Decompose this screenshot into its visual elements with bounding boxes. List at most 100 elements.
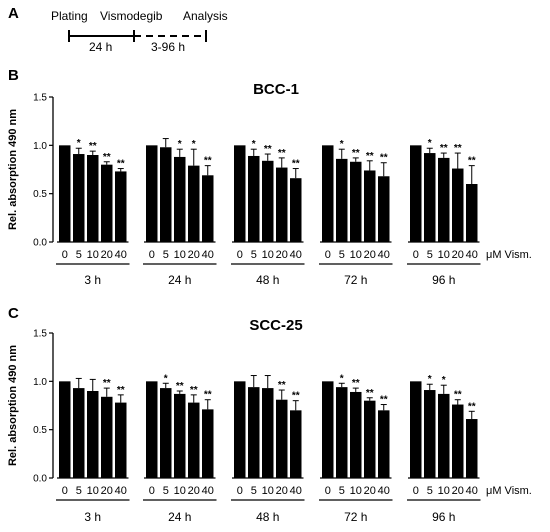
- bar: [73, 388, 85, 478]
- bar: [424, 390, 436, 478]
- group-label: 3 h: [84, 510, 101, 524]
- x-tick-label: 0: [149, 249, 155, 261]
- x-tick-label: 5: [76, 249, 82, 261]
- panel-letter: C: [8, 305, 19, 322]
- x-tick-label: 40: [115, 485, 127, 497]
- bar: [438, 157, 450, 242]
- significance-label: *: [340, 373, 344, 384]
- significance-label: *: [164, 373, 168, 384]
- x-tick-label: 10: [262, 485, 274, 497]
- significance-label: **: [264, 144, 272, 155]
- x-tick-label: 20: [188, 249, 200, 261]
- x-tick-label: 0: [149, 485, 155, 497]
- bar: [452, 404, 464, 478]
- significance-label: **: [278, 148, 286, 159]
- significance-label: *: [442, 375, 446, 386]
- bar: [174, 156, 186, 242]
- significance-label: **: [380, 153, 388, 164]
- timeline-interval-24h: 24 h: [89, 40, 112, 54]
- significance-label: **: [89, 141, 97, 152]
- chart-title: BCC-1: [253, 81, 299, 98]
- bar: [188, 165, 200, 242]
- x-tick-label: 20: [452, 485, 464, 497]
- y-tick-label: 1.5: [33, 329, 47, 340]
- x-tick-label: 40: [466, 485, 478, 497]
- bar: [276, 399, 288, 478]
- chart-bcc1: B BCC-1 Rel. absorption 490 nm 0.0 0.5 1.0 1.5…: [7, 67, 532, 287]
- x-tick-label: 10: [350, 249, 362, 261]
- bar: [160, 147, 172, 242]
- x-tick-label: 5: [339, 249, 345, 261]
- significance-label: **: [204, 390, 212, 401]
- bar: [322, 145, 334, 242]
- x-tick-label: 5: [163, 249, 169, 261]
- significance-label: **: [468, 401, 476, 412]
- x-tick-label: 10: [262, 249, 274, 261]
- x-tick-label: 0: [237, 249, 243, 261]
- x-tick-label: 40: [290, 249, 302, 261]
- significance-label: *: [428, 138, 432, 149]
- x-tick-label: 10: [350, 485, 362, 497]
- group-label: 24 h: [168, 273, 191, 287]
- group-label: 72 h: [344, 510, 367, 524]
- group-label: 72 h: [344, 273, 367, 287]
- x-tick-label: 40: [202, 249, 214, 261]
- x-tick-label: 40: [115, 249, 127, 261]
- timeline-panel: A Plating Vismodegib Analysis 24 h 3-96 …: [8, 5, 228, 54]
- bar: [59, 145, 71, 242]
- group-label: 3 h: [84, 273, 101, 287]
- y-tick-label: 0.0: [33, 238, 47, 249]
- y-axis-label: Rel. absorption 490 nm: [7, 345, 19, 466]
- x-tick-label: 5: [251, 485, 257, 497]
- y-tick-label: 1.0: [33, 377, 47, 388]
- x-tick-label: 5: [339, 485, 345, 497]
- timeline-label-vismodegib: Vismodegib: [100, 9, 163, 23]
- bar: [146, 381, 158, 478]
- x-tick-label: 20: [276, 485, 288, 497]
- x-tick-label: 10: [438, 485, 450, 497]
- bar: [466, 184, 478, 242]
- chart-title: SCC-25: [249, 317, 302, 334]
- group-label: 96 h: [432, 273, 455, 287]
- bar: [452, 168, 464, 242]
- significance-label: **: [366, 151, 374, 162]
- significance-label: **: [292, 159, 300, 170]
- significance-label: **: [380, 395, 388, 406]
- x-tick-label: 5: [163, 485, 169, 497]
- significance-label: **: [204, 156, 212, 167]
- significance-label: **: [117, 159, 125, 170]
- x-tick-label: 40: [290, 485, 302, 497]
- x-tick-label: 10: [438, 249, 450, 261]
- significance-label: *: [77, 138, 81, 149]
- bar: [350, 391, 362, 478]
- bar: [101, 396, 113, 478]
- bar: [262, 388, 274, 478]
- group-label: 96 h: [432, 510, 455, 524]
- bar: [410, 381, 422, 478]
- x-tick-label: 20: [101, 249, 113, 261]
- significance-label: **: [190, 385, 198, 396]
- bar: [336, 158, 348, 242]
- bar: [364, 170, 376, 242]
- significance-label: **: [468, 156, 476, 167]
- x-tick-label: 20: [101, 485, 113, 497]
- bar: [73, 154, 85, 242]
- significance-label: **: [440, 143, 448, 154]
- significance-label: **: [454, 390, 462, 401]
- x-tick-label: 5: [427, 485, 433, 497]
- group-label: 24 h: [168, 510, 191, 524]
- x-tick-label: 10: [174, 249, 186, 261]
- group-label: 48 h: [256, 510, 279, 524]
- significance-label: *: [178, 139, 182, 150]
- x-tick-label: 0: [237, 485, 243, 497]
- bar: [188, 402, 200, 478]
- bar: [160, 388, 172, 478]
- x-tick-label: 0: [325, 249, 331, 261]
- x-tick-label: 20: [276, 249, 288, 261]
- bar: [262, 160, 274, 242]
- bar: [276, 167, 288, 242]
- x-tick-label: 5: [427, 249, 433, 261]
- bar: [87, 155, 99, 242]
- x-tick-label: 10: [174, 485, 186, 497]
- bar: [378, 176, 390, 242]
